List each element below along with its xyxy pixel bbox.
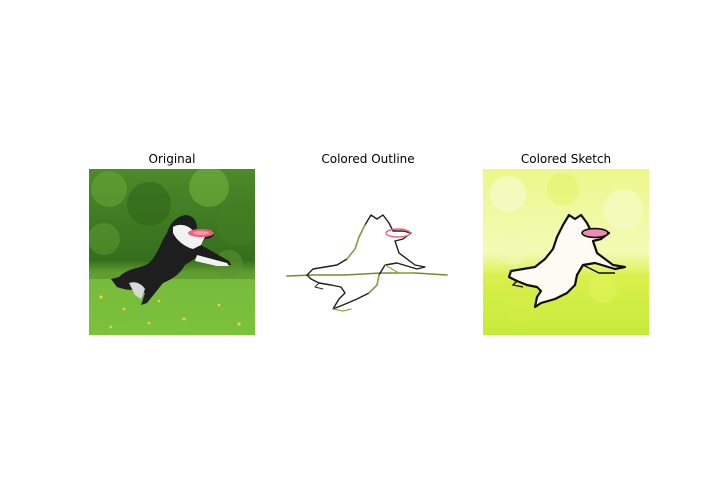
original-photo-image	[89, 169, 255, 335]
panel-title-colored-outline: Colored Outline	[321, 152, 415, 166]
panel-original: Original	[89, 151, 255, 335]
colored-sketch-image	[483, 169, 649, 335]
panel-title-original: Original	[148, 152, 196, 166]
colored-outline-image	[285, 169, 451, 335]
panel-colored-outline: Colored Outline	[285, 151, 451, 335]
panel-colored-sketch: Colored Sketch	[483, 151, 649, 335]
panel-title-colored-sketch: Colored Sketch	[520, 152, 612, 166]
